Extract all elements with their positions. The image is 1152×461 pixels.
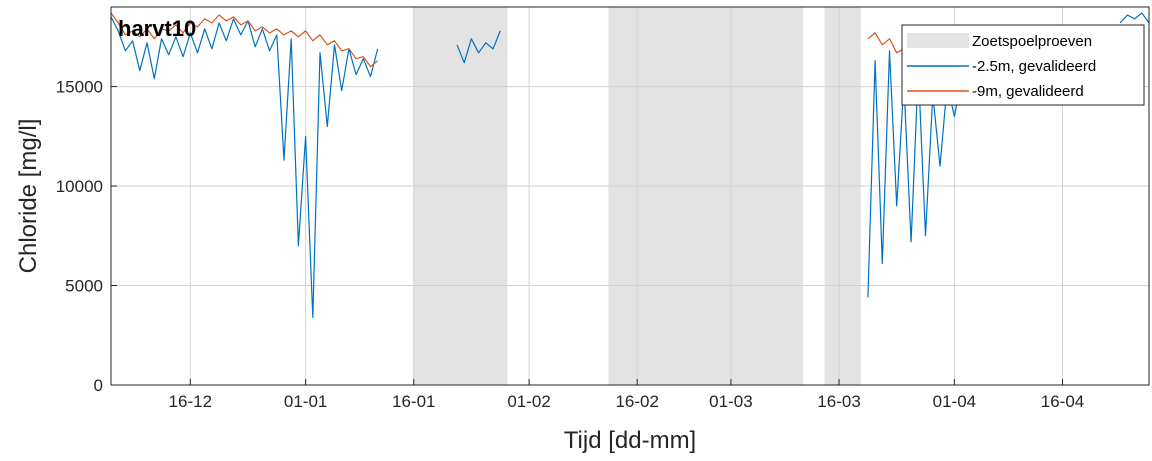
chart-title: harvt10 [118,16,196,41]
x-tick-label: 01-01 [284,392,327,411]
y-tick-label: 10000 [56,177,103,196]
x-tick-label: 16-12 [169,392,212,411]
x-tick-label: 16-02 [615,392,658,411]
shaded-period-1 [413,7,508,385]
series-line-1 [456,30,501,64]
y-tick-label: 5000 [65,277,103,296]
plot-frame [110,6,1150,386]
shaded-period-3 [824,7,861,385]
x-tick-label: 01-03 [709,392,752,411]
shaded-period-2 [608,7,803,385]
x-tick-label: 16-01 [392,392,435,411]
legend-swatch-shaded [907,33,969,48]
shaded-periods [413,7,861,385]
x-tick-label: 16-03 [817,392,860,411]
y-axis-label: Chloride [mg/l] [15,119,42,274]
axis-ticks: 16-12 01-01 16-01 01-02 16-02 01-03 16-03 01-04… [56,78,1085,411]
x-tick-label: 01-04 [933,392,976,411]
x-axis-label: Tijd [dd-mm] [564,427,696,454]
y-tick-label: 0 [94,376,103,395]
legend: Zoetspoelproeven -2.5m, gevalideerd -9m,… [901,24,1145,106]
series-line-2 [110,12,379,68]
x-tick-label: 01-02 [507,392,550,411]
series-line-1 [1119,12,1150,24]
x-tick-label: 16-04 [1041,392,1084,411]
legend-label-series-2: -9m, gevalideerd [972,83,1084,100]
y-tick-label: 15000 [56,78,103,97]
series-line-1 [110,16,379,318]
legend-label-shaded: Zoetspoelproeven [972,33,1092,50]
legend-label-series-1: -2.5m, gevalideerd [972,58,1096,75]
